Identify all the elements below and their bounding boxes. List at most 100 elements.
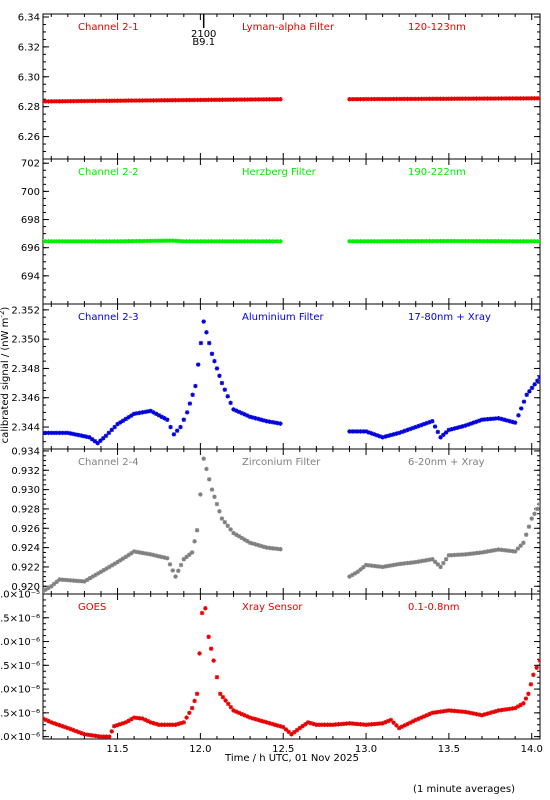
data-point (222, 387, 228, 392)
data-point (435, 429, 441, 435)
data-point (452, 426, 457, 431)
data-point (516, 413, 521, 418)
data-point (154, 721, 159, 727)
data-point (93, 98, 98, 104)
data-point (175, 238, 181, 244)
data-point (510, 239, 515, 244)
data-point (206, 97, 211, 103)
data-point (388, 432, 394, 438)
data-point (126, 552, 131, 558)
data-point (167, 562, 173, 567)
data-point (54, 430, 60, 436)
data-point (181, 557, 187, 562)
data-point (151, 410, 156, 415)
data-point (112, 561, 117, 566)
data-point (463, 423, 468, 428)
data-point (148, 98, 153, 103)
data-point (281, 724, 286, 730)
data-point (239, 711, 244, 717)
data-point (419, 422, 424, 428)
y-tick-label: 9.5×10⁻⁶ (0, 613, 40, 624)
data-point (253, 97, 258, 102)
data-point (65, 98, 71, 104)
data-point (187, 401, 193, 406)
data-point (355, 96, 360, 102)
data-point (482, 549, 487, 555)
data-point (148, 552, 153, 557)
data-point (112, 424, 117, 430)
data-point (454, 552, 460, 558)
y-tick-label: 2.344 (11, 423, 40, 434)
data-point (168, 424, 173, 430)
data-point (432, 710, 438, 715)
data-point (275, 723, 280, 728)
data-point (471, 96, 476, 101)
data-point (366, 722, 372, 727)
data-point (73, 432, 79, 437)
data-point (454, 425, 460, 430)
data-point (245, 714, 250, 719)
data-point (134, 549, 140, 555)
data-point (250, 239, 256, 244)
data-point (236, 239, 242, 244)
x-tick-label: 11.5 (106, 744, 128, 755)
x-tick-label: 12.5 (272, 744, 294, 755)
data-point (131, 411, 137, 417)
data-point (234, 239, 239, 244)
data-point (156, 238, 161, 244)
data-point (446, 238, 452, 244)
data-point (507, 96, 512, 101)
y-tick-label: 9.0×10⁻⁶ (0, 637, 40, 648)
data-point (488, 416, 493, 422)
data-point (537, 375, 540, 380)
data-point (156, 98, 162, 103)
data-point (76, 98, 82, 104)
data-point (347, 239, 352, 244)
y-tick-label: 8.5×10⁻⁶ (0, 661, 40, 672)
data-point (212, 494, 217, 500)
data-point (159, 414, 164, 419)
data-point (222, 520, 228, 525)
data-point (109, 729, 114, 734)
data-point (148, 238, 153, 244)
y-tick-label: 2.346 (11, 393, 40, 404)
data-point (107, 239, 112, 244)
data-point (62, 239, 68, 244)
data-point (427, 238, 432, 244)
data-point (355, 721, 360, 727)
data-point (344, 721, 349, 726)
data-point (245, 97, 250, 102)
data-point (123, 720, 129, 725)
data-point (501, 417, 507, 422)
data-point (170, 722, 175, 727)
data-point (512, 420, 518, 425)
data-point (272, 546, 278, 551)
data-point (374, 96, 380, 102)
data-point (115, 421, 120, 427)
data-point (399, 724, 405, 729)
data-point (358, 429, 363, 434)
data-point (145, 551, 151, 557)
data-point (258, 97, 264, 102)
data-point (198, 492, 203, 497)
data-point (363, 239, 369, 244)
data-point (137, 410, 142, 416)
data-point (504, 239, 510, 244)
data-point (225, 523, 230, 529)
data-point (421, 421, 427, 427)
data-point (174, 428, 180, 433)
data-point (126, 415, 131, 420)
data-point (200, 97, 206, 103)
data-point (410, 238, 416, 244)
data-point (410, 560, 416, 565)
data-point (272, 239, 278, 244)
panels-layer: 6.26 6.28 6.30 6.32 6.34 Channel 2-1 Lyman-alp… (0, 12, 541, 743)
data-point (178, 238, 184, 244)
data-point (385, 433, 391, 439)
data-point (269, 546, 275, 551)
data-point (51, 430, 57, 436)
data-point (261, 719, 267, 724)
y-tick-label: 6.30 (18, 72, 40, 83)
data-point (250, 716, 256, 721)
